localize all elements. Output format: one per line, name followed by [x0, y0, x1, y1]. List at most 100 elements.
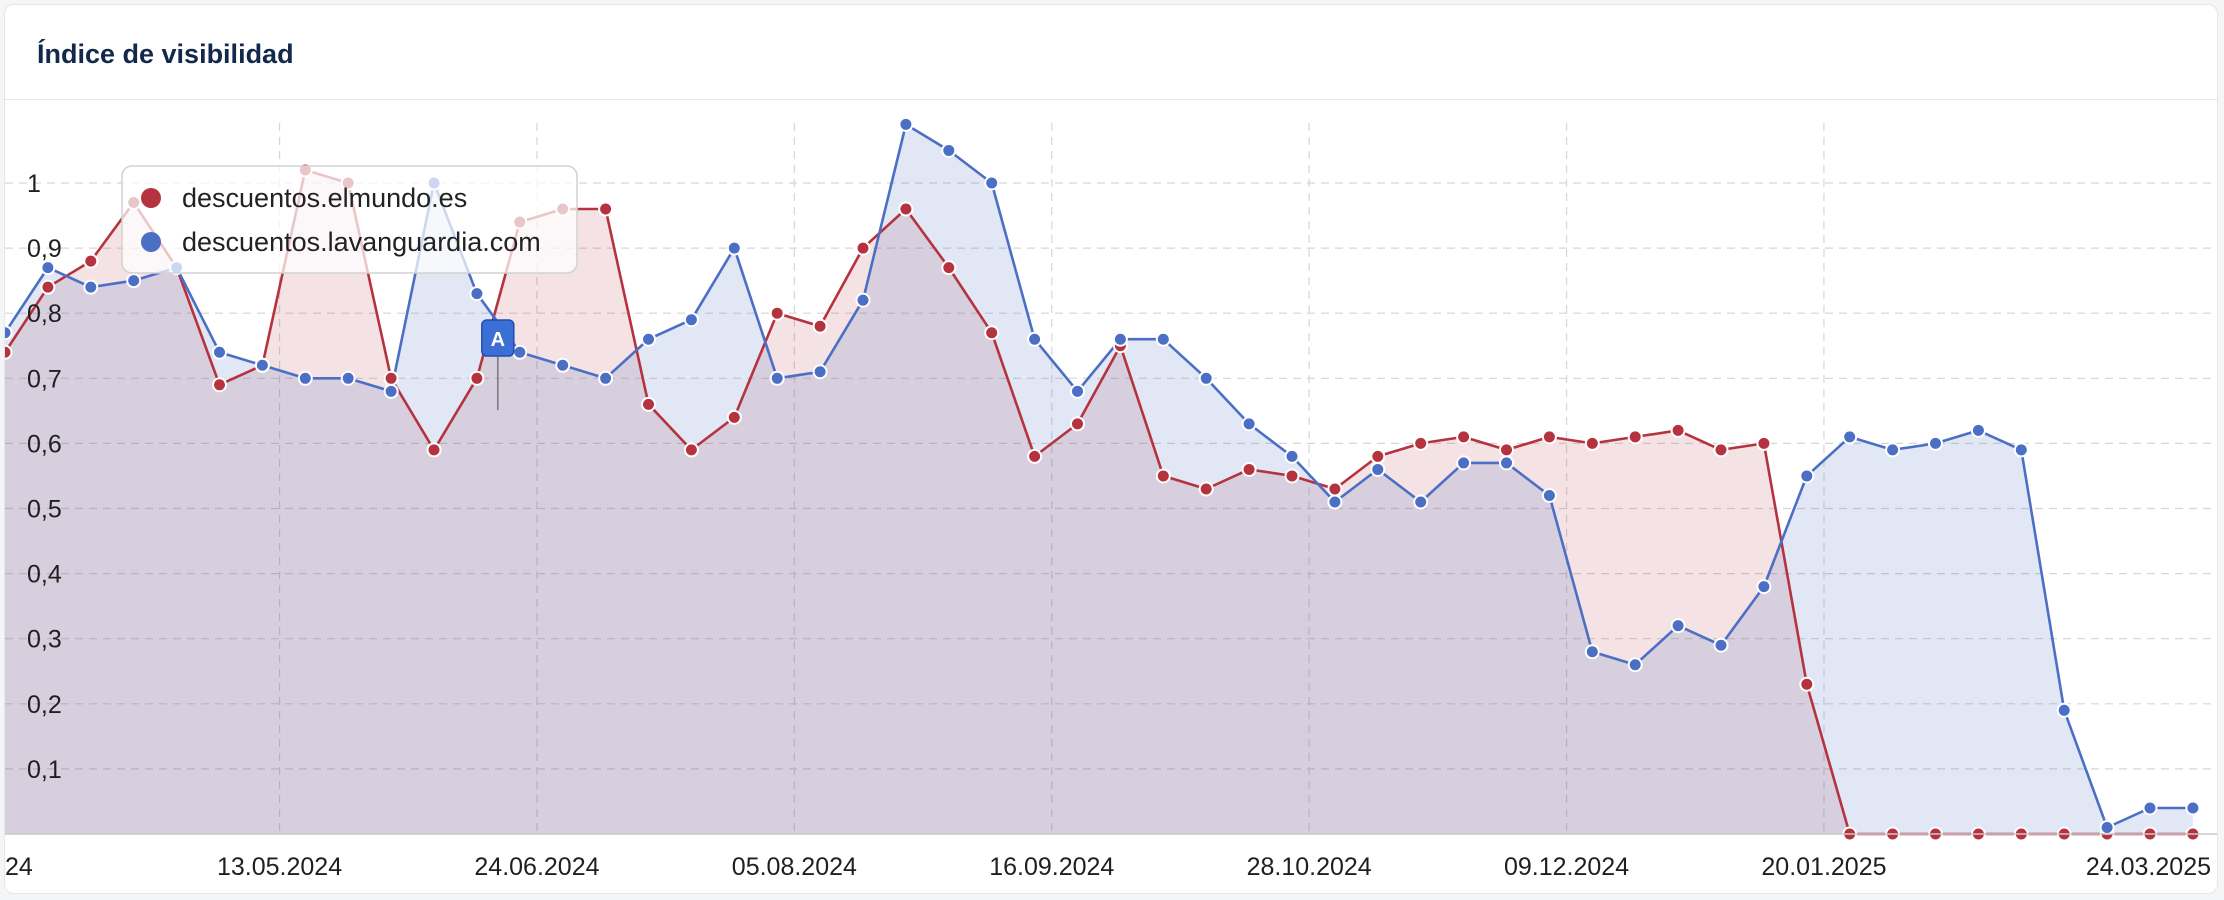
data-point[interactable] [898, 116, 914, 132]
data-point[interactable] [941, 142, 957, 158]
legend-box [121, 165, 578, 274]
data-point[interactable] [1070, 416, 1085, 432]
x-tick-label: 28.10.2024 [1247, 853, 1372, 881]
data-point[interactable] [340, 370, 356, 386]
data-point[interactable] [769, 370, 785, 386]
data-point[interactable] [1027, 448, 1043, 464]
data-point[interactable] [1541, 429, 1557, 445]
data-point[interactable] [1627, 657, 1643, 673]
data-point[interactable] [1713, 442, 1729, 458]
data-point[interactable] [1327, 481, 1343, 497]
data-point[interactable] [984, 175, 1000, 191]
data-point[interactable] [726, 240, 742, 256]
data-point[interactable] [984, 325, 1000, 341]
data-point[interactable] [2056, 702, 2072, 718]
data-point[interactable] [2013, 442, 2029, 458]
data-point[interactable] [1198, 481, 1214, 497]
data-point[interactable] [40, 260, 56, 276]
data-point[interactable] [1627, 429, 1643, 445]
data-point[interactable] [1284, 448, 1300, 464]
data-point[interactable] [1198, 370, 1214, 386]
data-point[interactable] [683, 442, 699, 458]
data-point[interactable] [1842, 429, 1858, 445]
data-point[interactable] [5, 344, 13, 360]
data-point[interactable] [1370, 461, 1386, 477]
data-point[interactable] [898, 201, 914, 217]
data-point[interactable] [1970, 422, 1986, 438]
data-point[interactable] [1456, 429, 1472, 445]
data-point[interactable] [1284, 468, 1300, 484]
data-point[interactable] [555, 357, 571, 373]
data-point[interactable] [1499, 455, 1514, 471]
data-point[interactable] [383, 383, 399, 399]
data-point[interactable] [598, 370, 614, 386]
data-point[interactable] [40, 279, 56, 295]
annotation-marker[interactable]: A [481, 319, 515, 410]
data-point[interactable] [941, 260, 957, 276]
data-point[interactable] [1885, 442, 1901, 458]
legend-marker [141, 232, 161, 252]
data-point[interactable] [1456, 455, 1472, 471]
data-point[interactable] [1370, 448, 1386, 464]
data-point[interactable] [855, 240, 871, 256]
data-point[interactable] [1327, 494, 1343, 510]
data-point[interactable] [683, 312, 699, 328]
legend-label: descuentos.elmundo.es [182, 183, 467, 213]
data-point[interactable] [1027, 331, 1043, 347]
data-point[interactable] [641, 396, 656, 412]
data-point[interactable] [469, 286, 485, 302]
legend-item-1[interactable]: descuentos.lavanguardia.com [141, 227, 541, 257]
y-tick-label: 0,8 [27, 300, 62, 328]
data-point[interactable] [1155, 331, 1171, 347]
legend-item-0[interactable]: descuentos.elmundo.es [141, 183, 467, 213]
data-point[interactable] [383, 370, 399, 386]
data-point[interactable] [812, 364, 828, 380]
data-point[interactable] [726, 409, 742, 425]
card-header: Índice de visibilidad [5, 5, 2217, 100]
data-point[interactable] [2099, 819, 2115, 835]
data-point[interactable] [83, 253, 99, 269]
data-point[interactable] [212, 377, 227, 393]
data-point[interactable] [426, 442, 442, 458]
data-point[interactable] [297, 370, 313, 386]
data-point[interactable] [1670, 618, 1686, 634]
x-tick-label: 20.01.2025 [1761, 853, 1886, 881]
data-point[interactable] [126, 273, 142, 289]
data-point[interactable] [1928, 435, 1943, 451]
data-point[interactable] [1756, 435, 1772, 451]
data-point[interactable] [1155, 468, 1171, 484]
data-point[interactable] [769, 305, 785, 321]
data-point[interactable] [512, 344, 528, 360]
x-tick-label: 09.12.2024 [1504, 853, 1629, 881]
data-point[interactable] [254, 357, 270, 373]
y-tick-label: 0,2 [27, 691, 62, 719]
data-point[interactable] [1799, 676, 1815, 692]
data-point[interactable] [1241, 461, 1257, 477]
data-point[interactable] [1413, 494, 1429, 510]
data-point[interactable] [641, 331, 656, 347]
data-point[interactable] [598, 201, 614, 217]
data-point[interactable] [5, 325, 13, 341]
data-point[interactable] [2142, 800, 2158, 816]
visibility-card: Índice de visibilidad 0,1 0,2 0,3 0,4 0,5 0,6… [4, 4, 2218, 894]
data-point[interactable] [855, 292, 871, 308]
data-point[interactable] [1670, 422, 1686, 438]
data-point[interactable] [469, 370, 485, 386]
data-point[interactable] [1584, 644, 1600, 660]
data-point[interactable] [2185, 800, 2201, 816]
data-point[interactable] [1713, 637, 1729, 653]
data-point[interactable] [1756, 579, 1772, 595]
data-point[interactable] [812, 318, 828, 334]
data-point[interactable] [83, 279, 99, 295]
data-point[interactable] [1584, 435, 1600, 451]
line-layer [5, 123, 2193, 836]
data-point[interactable] [1799, 468, 1815, 484]
data-point[interactable] [1241, 416, 1257, 432]
chart-legend[interactable]: descuentos.elmundo.es descuentos.lavangua… [121, 165, 578, 274]
data-point[interactable] [1112, 331, 1128, 347]
data-point[interactable] [1070, 383, 1085, 399]
data-point[interactable] [212, 344, 227, 360]
data-point[interactable] [1499, 442, 1514, 458]
data-point[interactable] [1413, 435, 1429, 451]
data-point[interactable] [1541, 487, 1557, 503]
